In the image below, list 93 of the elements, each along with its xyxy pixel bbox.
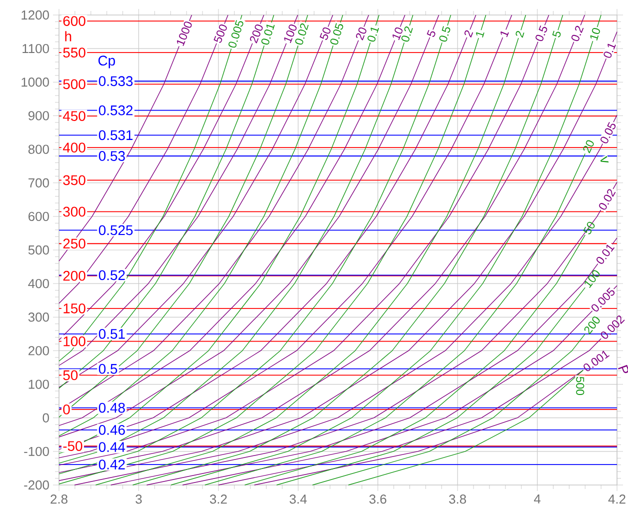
y-tick-label: 1000 xyxy=(22,78,49,87)
line-series xyxy=(276,287,586,486)
line-series xyxy=(58,14,274,389)
text: 0.005 xyxy=(228,20,244,48)
y-tick-label: 700 xyxy=(28,178,49,188)
series-label: 0.48 xyxy=(98,402,125,413)
y-tick-label: 400 xyxy=(28,278,49,288)
text: 0.1 xyxy=(604,44,616,58)
text: 5 xyxy=(552,30,561,38)
series-label: 450 xyxy=(62,111,86,121)
series-label: 400 xyxy=(62,142,86,153)
line-series xyxy=(95,14,526,486)
series-label: 0.53 xyxy=(98,151,125,161)
text: 10 xyxy=(392,27,403,40)
y-tick-label: -200 xyxy=(24,480,49,490)
line-series xyxy=(244,234,586,486)
text: 0.1 xyxy=(368,28,379,42)
series-label: 500 xyxy=(63,79,86,90)
text: 500 xyxy=(576,376,584,396)
y-tick-label: 800 xyxy=(28,144,49,154)
series-label: -50 xyxy=(63,441,82,451)
text: 0.5 xyxy=(536,26,548,42)
x-tick-label: 2.8 xyxy=(50,494,68,504)
x-tick-label: 4 xyxy=(534,494,541,504)
text: 1 xyxy=(476,32,484,38)
text: 0.5 xyxy=(439,26,450,42)
series-label: 150 xyxy=(64,303,86,314)
text: 0.01 xyxy=(261,24,275,45)
line-series xyxy=(58,14,308,418)
series-label: 550 xyxy=(63,48,86,58)
text: 20 xyxy=(583,140,594,154)
series-label: 0.42 xyxy=(98,460,125,470)
text: 1000 xyxy=(176,22,192,46)
y-tick-label: 500 xyxy=(28,245,49,255)
series-label: 350 xyxy=(63,175,86,186)
text: 50 xyxy=(583,222,595,234)
series-label: 0.531 xyxy=(98,130,133,140)
text: 50 xyxy=(320,27,330,40)
line-series xyxy=(132,14,564,486)
y-tick-label: 900 xyxy=(28,111,49,120)
y-tick-label: 200 xyxy=(28,346,49,356)
series-label: 50 xyxy=(63,370,78,380)
line-series xyxy=(58,14,242,362)
line-series xyxy=(254,370,584,486)
series-label: 0.525 xyxy=(98,225,133,236)
series-label: 300 xyxy=(63,206,86,217)
line-series xyxy=(348,370,584,486)
text: 10 xyxy=(590,28,600,40)
x-tick-label: 3.6 xyxy=(369,494,386,504)
text: 1 xyxy=(500,31,509,38)
y-tick-label: 1200 xyxy=(22,10,49,20)
annotation: h xyxy=(65,31,72,42)
text: 100 xyxy=(584,270,600,288)
series-label: 0.52 xyxy=(98,270,125,280)
text: 500 xyxy=(214,24,227,43)
text: 0.2 xyxy=(571,26,584,42)
text: 200 xyxy=(584,316,600,335)
annotation: Cp xyxy=(98,56,115,68)
y-tick-label: 100 xyxy=(28,380,49,389)
text: 0.02 xyxy=(295,23,309,45)
y-tick-label: 600 xyxy=(28,212,49,222)
text: 2 xyxy=(516,31,524,38)
y-tick-label: 1100 xyxy=(22,44,49,54)
series-label: 0.533 xyxy=(98,76,133,86)
line-series xyxy=(312,334,586,486)
text: 100 xyxy=(284,24,297,44)
series-label: 0.5 xyxy=(98,364,118,374)
x-tick-label: 3.8 xyxy=(449,494,466,504)
series-label: 250 xyxy=(63,238,86,249)
text: 5 xyxy=(426,30,436,37)
y-tick-label: 300 xyxy=(28,312,49,322)
series-label: 0.44 xyxy=(98,442,126,452)
text: 200 xyxy=(250,24,263,44)
series-label: 200 xyxy=(63,270,86,281)
series-label: 0.51 xyxy=(98,328,125,339)
text: 0.05 xyxy=(600,122,616,144)
text: 0.2 xyxy=(401,26,413,42)
x-tick-label: 3.4 xyxy=(290,494,307,504)
series-label: 0 xyxy=(63,404,70,414)
x-tick-label: 4.2 xyxy=(608,494,626,504)
series-label: 600 xyxy=(63,16,86,26)
x-tick-label: 3 xyxy=(136,494,142,504)
annotation: v xyxy=(600,156,609,163)
series-label: 0.46 xyxy=(98,424,125,435)
y-tick-label: 0 xyxy=(42,413,49,422)
text: 0.05 xyxy=(330,23,344,45)
line-series xyxy=(58,14,228,304)
text: 20 xyxy=(356,27,366,40)
x-tick-label: 3.2 xyxy=(210,494,227,504)
series-label: 0.532 xyxy=(98,105,133,116)
y-tick-label: -100 xyxy=(24,446,49,456)
series-label: 100 xyxy=(64,336,86,346)
text: 2 xyxy=(464,30,474,38)
